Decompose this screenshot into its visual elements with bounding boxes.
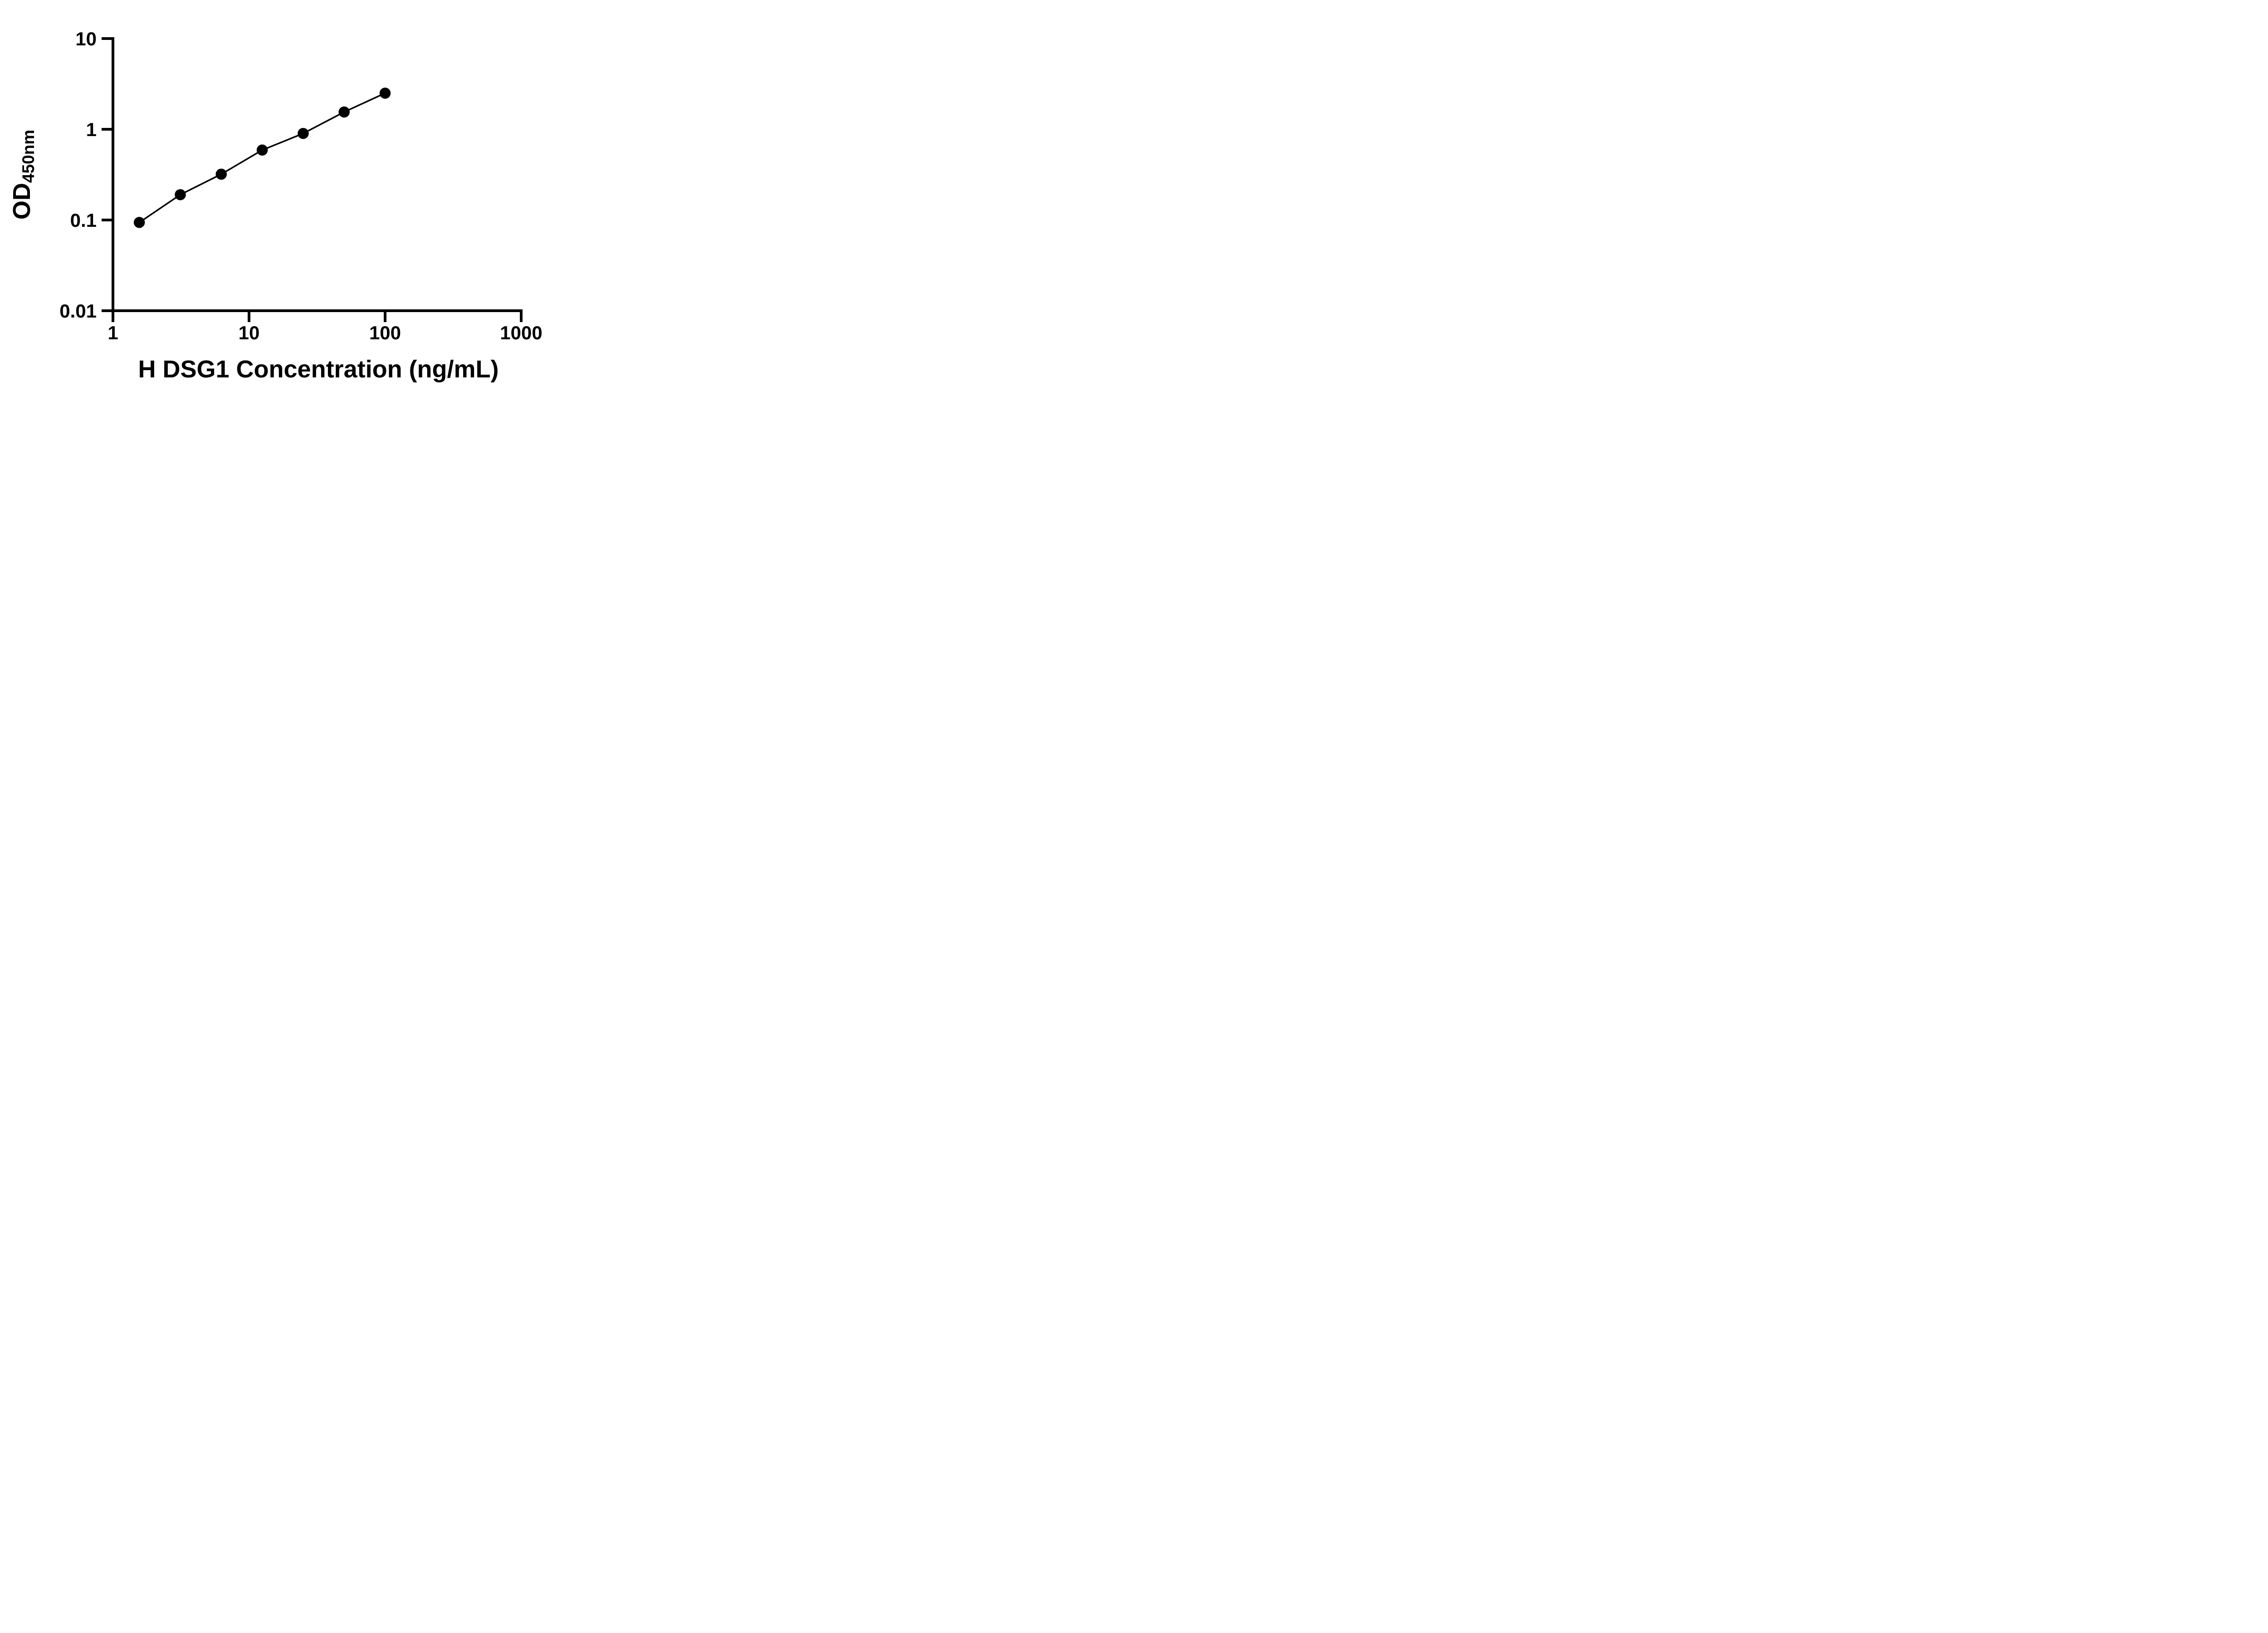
x-tick-label-1000: 1000: [500, 322, 542, 343]
y-tick-label-0.01: 0.01: [59, 300, 97, 322]
plot-canvas: 0.01 0.1 1 10 1 10 100 1000 H DSG1 Concentratio…: [0, 0, 583, 408]
y-tick-label-10: 10: [75, 28, 97, 49]
y-tick-label-0.1: 0.1: [70, 210, 97, 231]
y-tick-mark-10: [102, 37, 112, 40]
x-tick-mark-100: [384, 312, 386, 322]
data-point-100: [379, 88, 391, 99]
data-point-50: [338, 106, 350, 118]
x-tick-label-1: 1: [108, 322, 118, 343]
elisa-standard-curve-figure: 0.01 0.1 1 10 1 10 100 1000 H DSG1 Concentratio…: [0, 0, 583, 408]
data-point-1.5625: [133, 217, 145, 228]
x-tick-label-10: 10: [239, 322, 260, 343]
y-axis-title: OD450nm: [8, 130, 38, 220]
plot-background: [0, 0, 583, 408]
x-tick-label-100: 100: [369, 322, 401, 343]
y-tick-label-1: 1: [86, 119, 97, 140]
y-axis-line: [112, 37, 114, 322]
axes-and-ticks: 0.01 0.1 1 10 1 10 100 1000: [59, 28, 542, 343]
y-tick-mark-0.1: [102, 219, 112, 221]
data-point-3.125: [175, 189, 186, 200]
y-axis-title-subscript: 450nm: [19, 130, 38, 183]
x-axis-title: H DSG1 Concentration (ng/mL): [138, 356, 499, 383]
data-point-25: [298, 127, 309, 139]
x-tick-mark-1000: [520, 312, 523, 322]
y-tick-mark-1: [102, 128, 112, 131]
data-point-6.25: [215, 168, 227, 180]
data-point-12.5: [256, 144, 268, 156]
y-axis-title-main: OD: [8, 183, 35, 220]
x-tick-mark-1: [112, 312, 114, 322]
data-series: [133, 88, 391, 228]
x-tick-mark-10: [248, 312, 250, 322]
x-axis-line: [112, 309, 523, 312]
y-tick-mark-0.01: [102, 309, 112, 312]
